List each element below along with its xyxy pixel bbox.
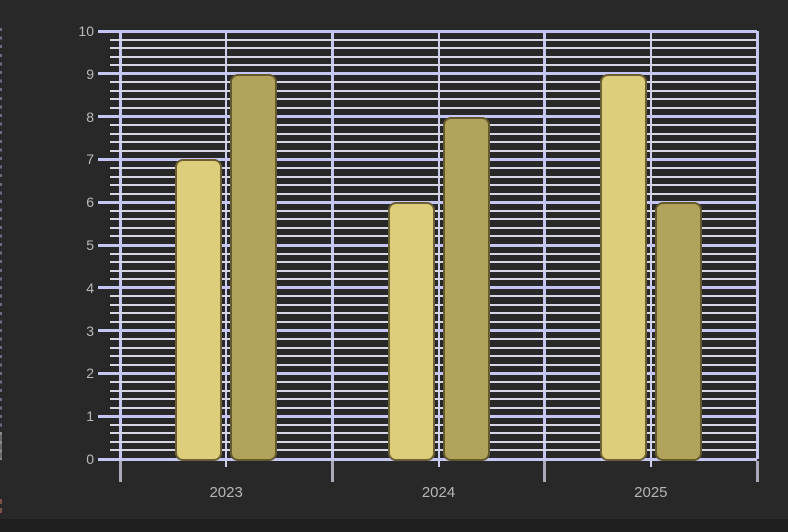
bar-2025-series-2 — [654, 202, 702, 461]
gridline-h-major — [98, 72, 757, 76]
y-axis-tick-label: 1 — [86, 408, 94, 425]
y-axis-tick-label: 8 — [86, 108, 94, 125]
bar-2023-series-1 — [175, 159, 223, 461]
gridline-h-major — [98, 115, 757, 119]
gridline-h-minor — [110, 184, 757, 187]
gridline-h-minor — [110, 64, 757, 67]
x-axis-center-tick-mark — [649, 460, 652, 467]
y-axis-tick-label: 0 — [86, 451, 94, 467]
x-axis-tick-label: 2024 — [421, 484, 456, 501]
y-axis-tick-label: 2 — [86, 365, 94, 382]
left-edge-accent-mark — [0, 499, 2, 504]
gridline-h-minor — [110, 81, 757, 84]
left-edge-accent-mark — [0, 508, 2, 513]
x-axis-center-tick-mark — [225, 460, 228, 467]
gridline-h-major — [98, 200, 757, 204]
x-axis-center-tick-mark — [437, 460, 440, 467]
plot-area — [98, 29, 759, 461]
bar-2023-series-2 — [230, 73, 278, 461]
gridline-h-minor — [110, 132, 757, 135]
gridline-h-minor — [110, 124, 757, 127]
gridline-h-minor — [110, 149, 757, 152]
gridline-h-minor — [110, 55, 757, 58]
y-axis-tick-label: 7 — [86, 151, 94, 168]
bar-2024-series-1 — [387, 202, 435, 461]
gridline-h-minor — [110, 89, 757, 92]
y-axis-tick-label: 3 — [86, 322, 94, 339]
gridline-h-major — [98, 29, 757, 33]
x-axis-tick-label: 2025 — [634, 484, 668, 501]
y-axis-tick-label: 5 — [86, 237, 94, 253]
x-axis-tick-mark — [755, 461, 759, 482]
y-axis-tick-label: 4 — [86, 279, 94, 296]
gridline-h-minor — [110, 47, 757, 50]
y-axis-tick-label: 6 — [86, 194, 94, 211]
bar-2024-series-2 — [442, 116, 490, 461]
gridline-h-minor — [110, 38, 757, 41]
x-axis-tick-label: 2023 — [209, 484, 243, 501]
gridline-h-minor — [110, 107, 757, 110]
bottom-edge-strip — [0, 519, 788, 532]
gridline-h-minor — [110, 141, 757, 144]
gridline-h-minor — [110, 166, 757, 169]
gridline-h-minor — [110, 192, 757, 195]
y-axis-tick-label: 10 — [78, 23, 94, 39]
x-axis-tick-mark — [543, 461, 547, 482]
gridline-h-minor — [110, 98, 757, 101]
bar-2025-series-1 — [599, 73, 647, 461]
gridline-h-minor — [110, 175, 757, 178]
y-axis-tick-label: 9 — [86, 65, 94, 82]
x-axis-tick-mark — [118, 461, 122, 482]
x-axis-tick-mark — [330, 461, 334, 482]
left-edge-gray-mark — [0, 432, 2, 460]
gridline-v-boundary — [755, 31, 759, 459]
left-edge-chart-fragment — [0, 28, 2, 460]
gridline-h-major — [98, 157, 757, 161]
